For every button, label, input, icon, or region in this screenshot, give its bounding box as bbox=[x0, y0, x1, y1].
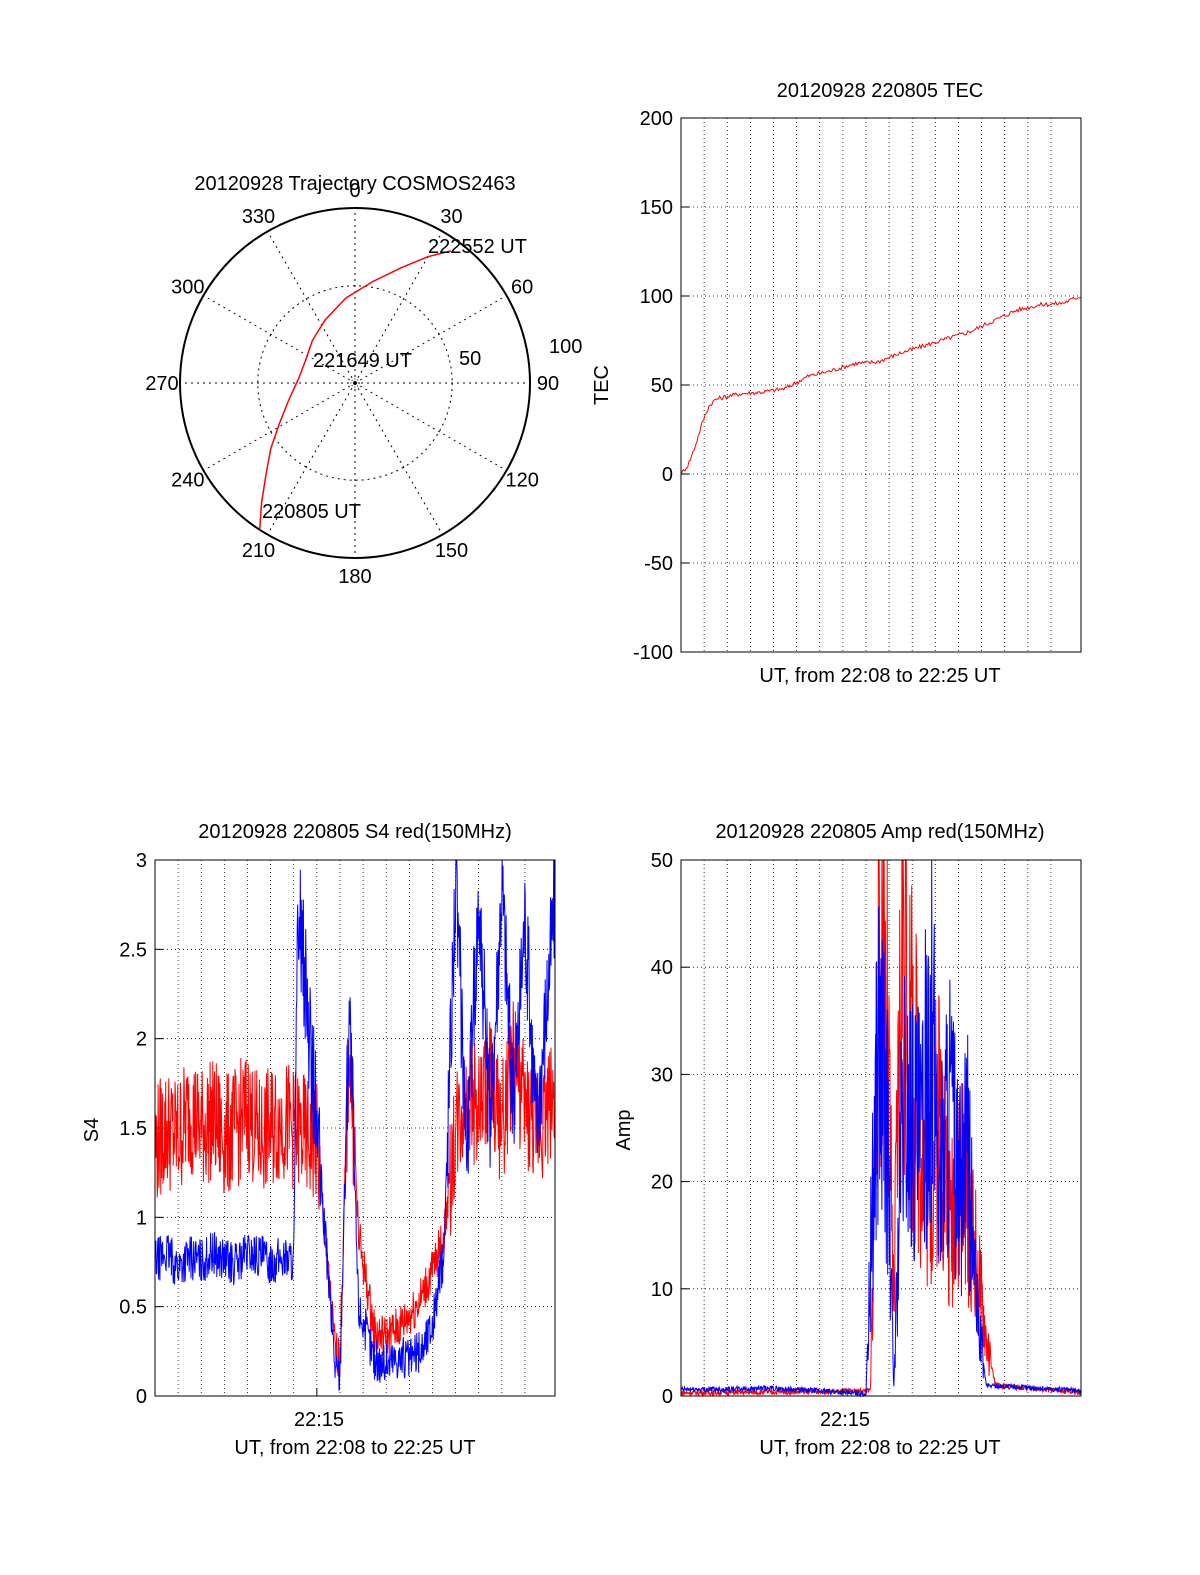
polar-radius-label-100: 100 bbox=[549, 336, 582, 358]
ytick-label: 200 bbox=[640, 108, 673, 130]
amp-chart: 20120928 220805 Amp red(150MHz) UT, from… bbox=[613, 821, 1082, 1459]
polar-spoke bbox=[354, 382, 507, 471]
polar-spoke bbox=[203, 382, 356, 471]
ytick-label: 0 bbox=[136, 1386, 147, 1408]
polar-spoke bbox=[267, 231, 356, 384]
ytick-label: 50 bbox=[651, 850, 673, 872]
ytick-label: 3 bbox=[136, 850, 147, 872]
polar-azimuth-label: 90 bbox=[537, 373, 559, 395]
tec-ylabel: TEC bbox=[591, 365, 613, 405]
ytick-label: 1.5 bbox=[119, 1118, 147, 1140]
ytick-label: 10 bbox=[651, 1279, 673, 1301]
s4-chart: 20120928 220805 S4 red(150MHz) UT, from … bbox=[81, 821, 556, 1459]
ytick-label: -50 bbox=[644, 553, 673, 575]
polar-trajectory-chart: 20120928 Trajectory COSMOS2463 0 30 60 90 12… bbox=[145, 173, 582, 588]
polar-azimuth-label: 120 bbox=[505, 470, 538, 492]
ytick-label: 2.5 bbox=[119, 939, 147, 961]
amp-ylabel: Amp bbox=[613, 1109, 635, 1150]
amp-title: 20120928 220805 Amp red(150MHz) bbox=[715, 821, 1044, 843]
ytick-label: 1 bbox=[136, 1207, 147, 1229]
ytick-label: 0.5 bbox=[119, 1297, 147, 1319]
polar-azimuth-label: 30 bbox=[440, 206, 462, 228]
ytick-label: 100 bbox=[640, 286, 673, 308]
amp-plot-frame bbox=[680, 859, 1082, 1397]
tec-series-line bbox=[680, 296, 1082, 476]
ytick-label: 0 bbox=[662, 1386, 673, 1408]
s4-series-line bbox=[154, 859, 556, 1391]
ytick-label: 0 bbox=[662, 464, 673, 486]
polar-azimuth-label: 330 bbox=[242, 206, 275, 228]
polar-radius-label-50: 50 bbox=[459, 348, 481, 370]
polar-title: 20120928 Trajectory COSMOS2463 bbox=[194, 173, 515, 195]
trajectory-line bbox=[258, 250, 452, 530]
s4-plot-frame bbox=[154, 859, 556, 1397]
polar-azimuth-labels: 0 30 60 90 120 150 180 210 240 270 300 330 bbox=[145, 180, 559, 588]
s4-xlabel: UT, from 22:08 to 22:25 UT bbox=[234, 1437, 475, 1459]
tec-chart: 20120928 220805 TEC UT, from 22:08 to 22… bbox=[591, 80, 1082, 687]
polar-spoke bbox=[354, 382, 443, 535]
polar-azimuth-label: 210 bbox=[242, 540, 275, 562]
ytick-label: 20 bbox=[651, 1172, 673, 1194]
tec-title: 20120928 220805 TEC bbox=[777, 80, 983, 102]
s4-xtick-label: 22:15 bbox=[294, 1409, 344, 1431]
polar-azimuth-label: 300 bbox=[171, 277, 204, 299]
polar-azimuth-label: 60 bbox=[511, 277, 533, 299]
polar-spoke bbox=[203, 295, 356, 384]
ytick-label: 30 bbox=[651, 1064, 673, 1086]
polar-center bbox=[350, 378, 360, 388]
ytick-label: 40 bbox=[651, 957, 673, 979]
polar-azimuth-label: 150 bbox=[435, 540, 468, 562]
polar-azimuth-label: 0 bbox=[349, 180, 360, 202]
tec-grid bbox=[681, 117, 1081, 653]
polar-azimuth-label: 270 bbox=[145, 373, 178, 395]
polar-spoke bbox=[354, 295, 507, 384]
polar-azimuth-label: 180 bbox=[338, 566, 371, 588]
polar-azimuth-label: 240 bbox=[171, 470, 204, 492]
polar-outer-circle bbox=[179, 207, 531, 559]
time-label-mid: 221649 UT bbox=[313, 350, 412, 372]
polar-spoke bbox=[267, 382, 356, 535]
ytick-label: 2 bbox=[136, 1029, 147, 1051]
s4-ylabel: S4 bbox=[81, 1118, 103, 1142]
ytick-label: 150 bbox=[640, 197, 673, 219]
amp-xlabel: UT, from 22:08 to 22:25 UT bbox=[759, 1437, 1000, 1459]
s4-title: 20120928 220805 S4 red(150MHz) bbox=[198, 821, 512, 843]
tec-plot-frame bbox=[680, 117, 1082, 653]
time-label-start: 220805 UT bbox=[262, 501, 361, 523]
ytick-label: 50 bbox=[651, 375, 673, 397]
ytick-label: -100 bbox=[633, 642, 673, 664]
amp-series-line bbox=[680, 859, 1082, 1398]
tec-xlabel: UT, from 22:08 to 22:25 UT bbox=[759, 665, 1000, 687]
time-label-end: 222552 UT bbox=[428, 236, 527, 258]
amp-xtick-label: 22:15 bbox=[820, 1409, 870, 1431]
